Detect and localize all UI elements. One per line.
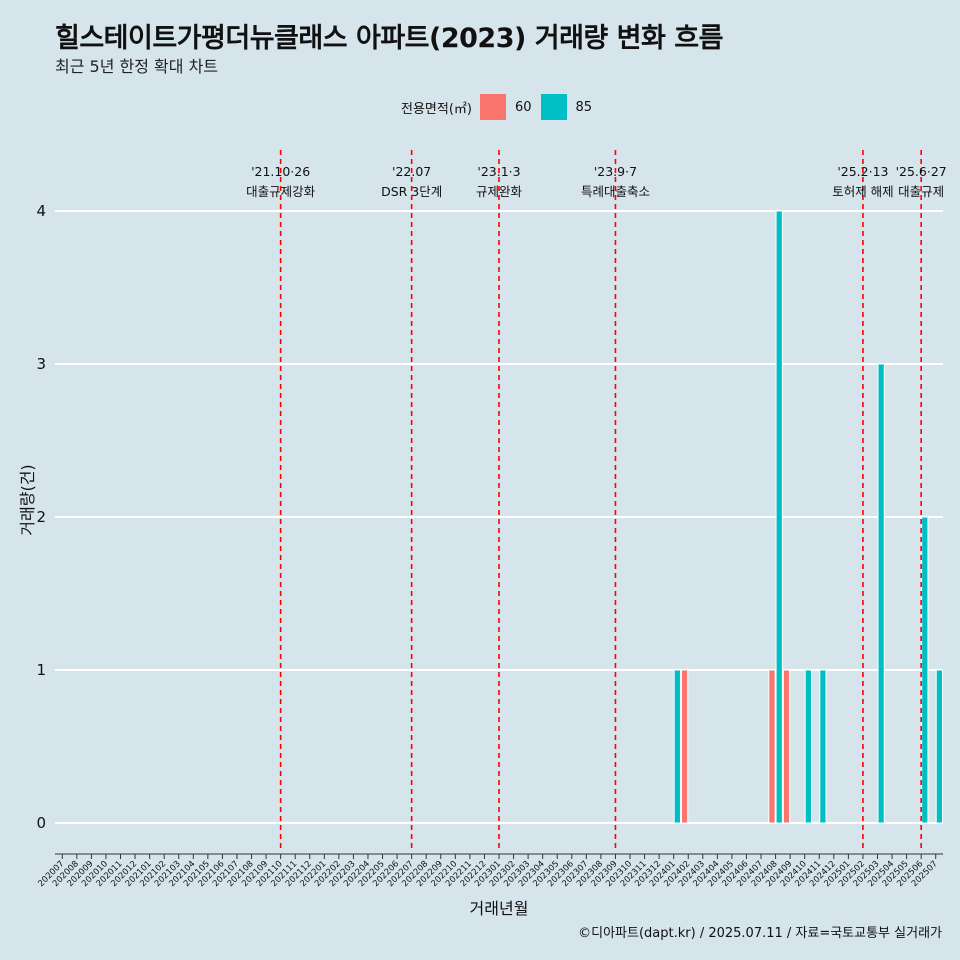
annotation-date-202301: '23.1·3 xyxy=(477,164,520,179)
y-tick-label-2: 2 xyxy=(36,508,46,526)
annotation-label-202110: 대출규제강화 xyxy=(246,184,316,199)
x-axis-title: 거래년월 xyxy=(470,899,529,918)
source-caption: ©디아파트(dapt.kr) / 2025.07.11 / 자료=국토교통부 실… xyxy=(578,926,942,941)
annotation-label-202207: DSR 3단계 xyxy=(381,184,442,199)
bar-202410-85 xyxy=(804,669,812,824)
bar-202411-85 xyxy=(819,669,827,824)
bar-202402-60 xyxy=(680,669,689,824)
bar-202401-85 xyxy=(673,669,681,824)
annotation-label-202309: 특례대출축소 xyxy=(581,184,650,199)
bar-202503-85 xyxy=(877,363,885,824)
y-tick-label-3: 3 xyxy=(36,355,46,373)
legend-swatch-85 xyxy=(540,94,567,120)
y-tick-label-4: 4 xyxy=(36,202,46,220)
chart-title: 힐스테이트가평더뉴클래스 아파트(2023) 거래량 변화 흐름 xyxy=(55,23,723,54)
bar-202408-85 xyxy=(775,210,783,824)
annotation-label-202506: 대출규제 xyxy=(898,184,944,199)
annotation-date-202506: '25.6·27 xyxy=(896,164,947,179)
annotation-date-202207: '22.07 xyxy=(392,164,431,179)
y-tick-label-1: 1 xyxy=(36,661,46,679)
bar-202507-85 xyxy=(935,669,944,824)
chart-subtitle: 최근 5년 한정 확대 차트 xyxy=(55,57,219,76)
annotation-date-202309: '23.9·7 xyxy=(594,164,637,179)
annotation-label-202301: 규제완화 xyxy=(476,184,523,199)
y-axis-title: 거래량(건) xyxy=(18,464,37,535)
legend-swatch-60 xyxy=(479,94,506,120)
y-tick-label-0: 0 xyxy=(36,814,46,832)
bar-202409-60 xyxy=(782,669,791,824)
bar-202506-85 xyxy=(921,516,929,824)
legend-label-85: 85 xyxy=(575,99,593,115)
legend-label-60: 60 xyxy=(514,99,532,115)
legend-title: 전용면적(㎡) xyxy=(401,101,472,117)
legend: 전용면적(㎡) 60 85 xyxy=(401,94,592,120)
bar-202408-60 xyxy=(768,669,776,824)
annotation-date-202502: '25.2·13 xyxy=(837,164,888,179)
annotation-label-202502: 토허제 해제 xyxy=(832,184,893,199)
annotation-date-202110: '21.10·26 xyxy=(251,164,310,179)
